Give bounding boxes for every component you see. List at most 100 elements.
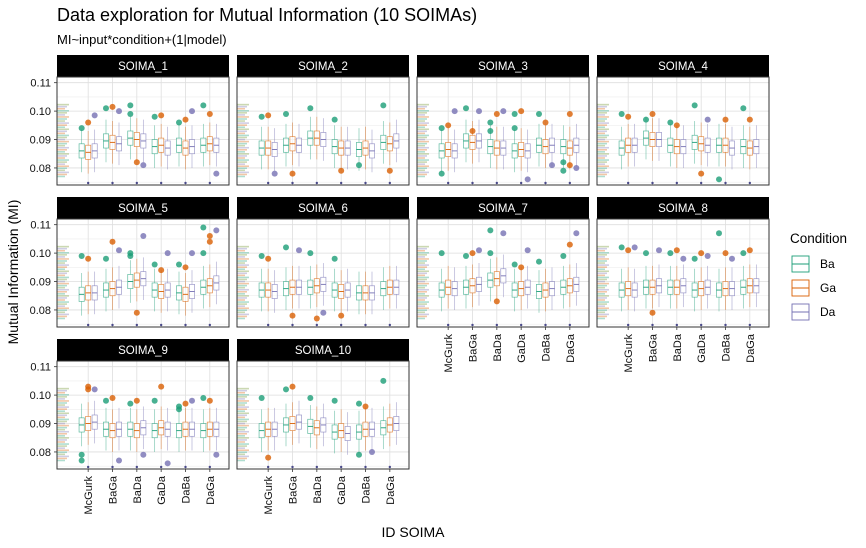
outlier-point [680, 255, 687, 262]
category-group-mcgurk [258, 112, 278, 185]
outlier-point [258, 394, 265, 401]
baseline-marker [651, 323, 654, 327]
baseline-marker [184, 465, 187, 469]
outlier-point [78, 252, 85, 259]
raw-data-smear [237, 245, 249, 320]
outlier-point [265, 454, 272, 461]
facet-strip-label: SOIMA_10 [295, 345, 351, 357]
outlier-point [206, 233, 213, 240]
category-group-daga [560, 230, 580, 327]
panel-border [236, 218, 410, 328]
chart-title: Data exploration for Mutual Information … [57, 5, 477, 25]
baseline-marker [699, 181, 703, 185]
category-group-baga [463, 247, 482, 327]
category-group-daga [200, 394, 220, 469]
panel-border [236, 76, 410, 186]
outlier-point [85, 255, 92, 262]
panel-border [596, 76, 770, 186]
baseline-marker [388, 465, 392, 469]
outlier-point [356, 162, 362, 169]
outlier-point [560, 167, 567, 174]
baseline-marker [208, 323, 212, 327]
baseline-marker [651, 181, 654, 185]
outlier-point [158, 383, 165, 390]
outlier-point [463, 252, 469, 259]
category-group-daga [740, 247, 760, 327]
baseline-marker [699, 323, 703, 327]
outlier-point [320, 309, 327, 316]
y-tick-label: 0.11 [30, 78, 51, 90]
outlier-point [566, 162, 573, 169]
legend-item-ga: Ga [791, 279, 836, 297]
outlier-point [158, 267, 165, 274]
outlier-point [566, 110, 573, 117]
y-tick-label: 0.09 [30, 135, 51, 147]
outlier-point [386, 167, 393, 174]
outlier-point [625, 113, 632, 120]
category-group-mcgurk [78, 112, 98, 185]
outlier-point [313, 315, 320, 322]
outlier-point [133, 397, 140, 404]
outlier-point [549, 162, 555, 169]
raw-data-smear [237, 103, 249, 178]
outlier-point [625, 247, 632, 254]
outlier-point [691, 102, 698, 109]
outlier-point [740, 250, 747, 257]
category-group-bada [127, 102, 147, 185]
outlier-point [103, 397, 109, 404]
baseline-marker [111, 465, 114, 469]
outlier-point [722, 250, 729, 257]
baseline-marker [86, 181, 90, 185]
outlier-point [451, 108, 458, 115]
chart-subtitle: MI~input*condition+(1|model) [57, 32, 227, 47]
facet-strip [57, 197, 229, 219]
baseline-marker [266, 181, 270, 185]
facet-strip-label: SOIMA_5 [118, 203, 168, 215]
outlier-point [331, 116, 338, 123]
outlier-point [649, 110, 656, 117]
outlier-point [573, 230, 580, 237]
category-group-daba [176, 108, 195, 185]
outlier-point [524, 176, 531, 183]
category-group-daga [200, 102, 220, 185]
x-tick-label: BaGa [108, 475, 120, 504]
panel-border [416, 218, 590, 328]
outlier-point [116, 457, 122, 464]
baseline-marker [748, 323, 752, 327]
category-group-baga [283, 110, 302, 185]
outlier-point [331, 397, 338, 404]
outlier-point [487, 227, 494, 234]
panel-border [236, 360, 410, 470]
raw-data-smear [597, 245, 609, 320]
outlier-point [140, 451, 147, 458]
facet-panel-soima_3: SOIMA_3 [416, 55, 590, 186]
baseline-marker [159, 465, 163, 469]
outlier-point [438, 125, 445, 132]
facet-strip-label: SOIMA_1 [118, 61, 168, 73]
y-tick-label: 0.10 [30, 390, 51, 402]
outlier-point [307, 250, 314, 257]
facet-strip-label: SOIMA_6 [298, 203, 348, 215]
category-group-mcgurk [258, 394, 278, 469]
facet-panel-soima_1: SOIMA_1 0.08 0.09 0.10 0.11 [30, 55, 230, 186]
outlier-point [722, 116, 729, 123]
outlier-point [200, 250, 207, 257]
outlier-point [618, 244, 625, 251]
x-tick-label: DaGa [565, 333, 577, 363]
outlier-point [500, 230, 507, 237]
outlier-point [271, 170, 278, 177]
outlier-point [189, 250, 195, 257]
outlier-point [127, 252, 134, 259]
outlier-point [213, 170, 220, 177]
legend-label: Ga [820, 281, 836, 295]
y-tick-label: 0.08 [30, 447, 51, 459]
baseline-marker [675, 181, 679, 185]
legend-label: Ba [820, 257, 835, 271]
baseline-marker [135, 181, 139, 185]
baseline-marker [519, 181, 523, 185]
baseline-marker [495, 181, 499, 185]
category-group-bada [307, 105, 327, 185]
facet-panel-soima_6: SOIMA_6 [236, 197, 410, 328]
raw-data-smear [417, 103, 429, 178]
outlier-point [698, 250, 705, 257]
